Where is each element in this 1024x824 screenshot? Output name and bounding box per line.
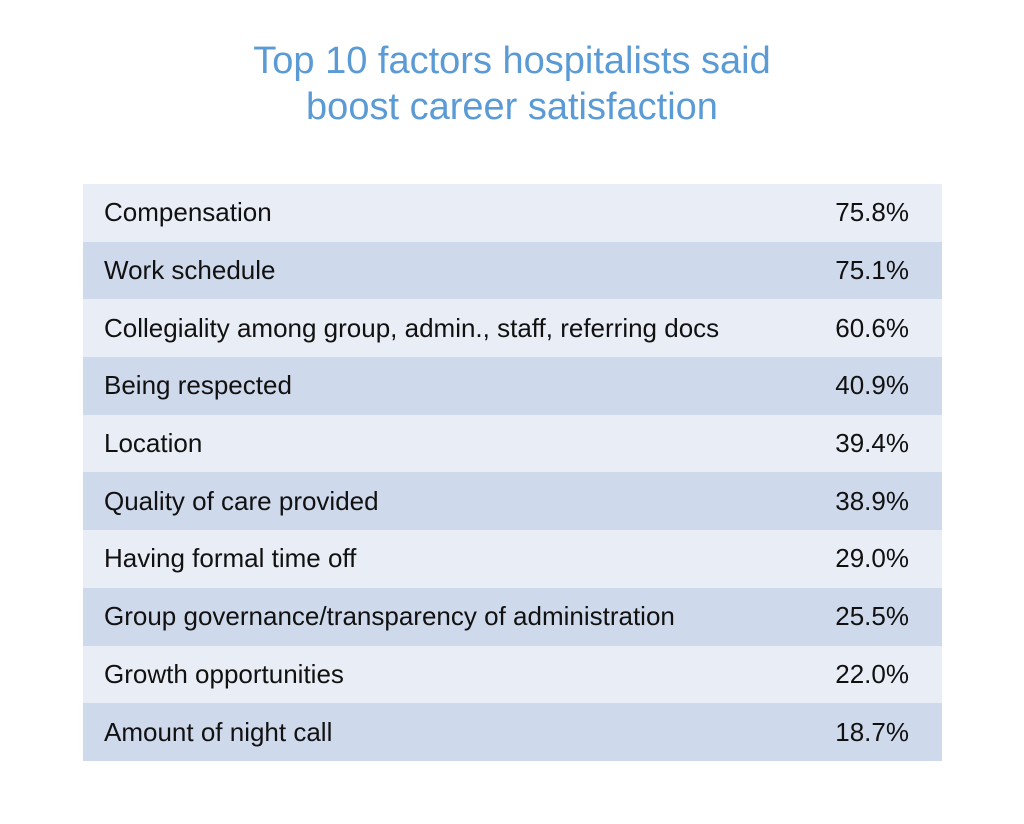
factor-label: Growth opportunities <box>104 658 344 689</box>
factor-label: Group governance/transparency of adminis… <box>104 601 675 632</box>
factor-label: Location <box>104 428 203 459</box>
factor-label: Being respected <box>104 370 292 401</box>
table-row: Having formal time off 29.0% <box>83 530 942 588</box>
table-row: Collegiality among group, admin., staff,… <box>83 299 942 358</box>
chart-title-line-2: boost career satisfaction <box>306 86 718 128</box>
table-row: Location 39.4% <box>83 414 942 473</box>
factor-percentage: 29.0% <box>835 543 909 574</box>
factor-percentage: 18.7% <box>835 716 909 747</box>
factor-percentage: 60.6% <box>835 312 909 343</box>
factor-percentage: 39.4% <box>835 428 909 459</box>
factor-label: Amount of night call <box>104 716 333 747</box>
table-row: Group governance/transparency of adminis… <box>83 587 942 646</box>
factor-label: Compensation <box>104 197 272 228</box>
factor-label: Work schedule <box>104 255 276 286</box>
chart-title-line-1: Top 10 factors hospitalists said <box>253 40 771 82</box>
factor-label: Collegiality among group, admin., staff,… <box>104 312 720 343</box>
factor-percentage: 75.8% <box>835 197 909 228</box>
factor-percentage: 22.0% <box>835 658 909 689</box>
factors-table: Compensation 75.8% Work schedule 75.1% Colle… <box>83 184 942 761</box>
factor-label: Having formal time off <box>104 543 357 574</box>
table-row: Compensation 75.8% <box>83 184 942 242</box>
table-row: Work schedule 75.1% <box>83 241 942 300</box>
factor-percentage: 25.5% <box>835 601 909 632</box>
chart-title: Top 10 factors hospitalists said boost c… <box>0 38 1024 130</box>
table-row: Amount of night call 18.7% <box>83 703 942 761</box>
table-row: Quality of care provided 38.9% <box>83 472 942 531</box>
table-row: Growth opportunities 22.0% <box>83 645 942 704</box>
factor-percentage: 75.1% <box>835 255 909 286</box>
table-row: Being respected 40.9% <box>83 357 942 415</box>
factor-percentage: 38.9% <box>835 485 909 516</box>
factor-label: Quality of care provided <box>104 485 379 516</box>
factor-percentage: 40.9% <box>835 370 909 401</box>
